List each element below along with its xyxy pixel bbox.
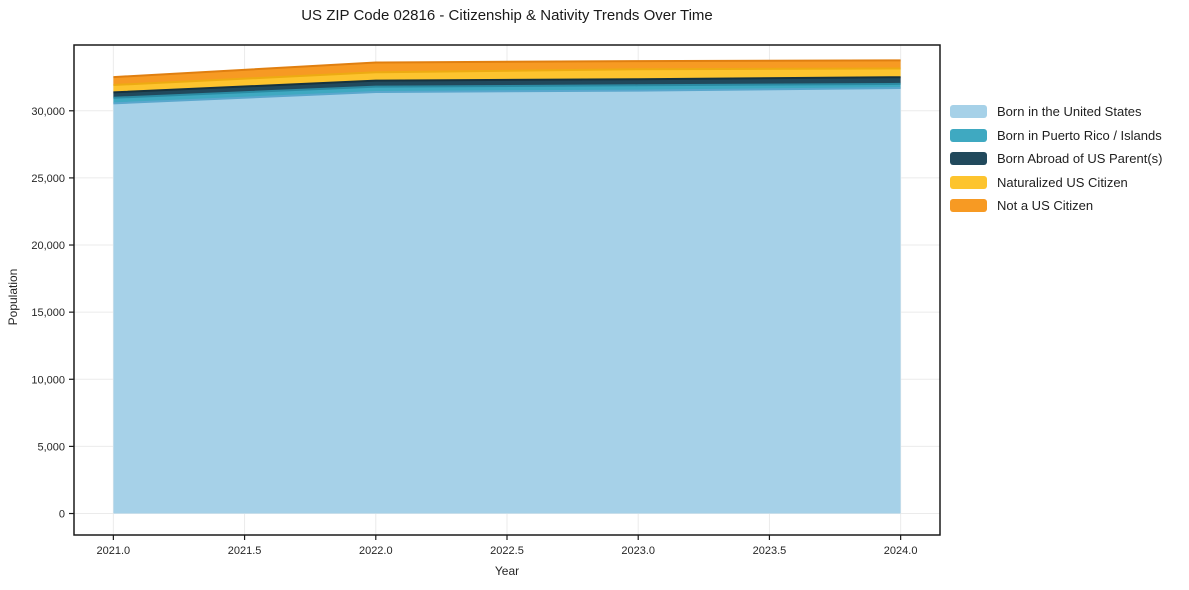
edge-not-a-us-citizen [113, 59, 901, 79]
x-axis-label: Year [494, 564, 520, 578]
legend-label: Naturalized US Citizen [997, 174, 1128, 190]
x-tick-label: 2023.5 [753, 545, 787, 557]
edge-born-in-puerto-rico-islands [113, 82, 901, 99]
y-tick-label: 15,000 [31, 307, 65, 319]
area-naturalized-us-citizen [113, 68, 901, 93]
legend-item: Born Abroad of US Parent(s) [950, 147, 1162, 171]
x-tick-label: 2021.5 [228, 545, 262, 557]
area-born-abroad-of-us-parent-s [113, 77, 901, 98]
legend-swatch-icon [950, 175, 987, 189]
y-tick-label: 20,000 [31, 240, 65, 252]
legend-swatch-icon [950, 152, 987, 166]
y-tick-label: 5,000 [37, 441, 65, 453]
legend-item: Born in the United States [950, 100, 1162, 124]
y-axis-label: Population [6, 268, 20, 326]
legend-label: Born in the United States [997, 104, 1142, 120]
y-tick-label: 30,000 [31, 106, 65, 118]
legend-swatch-icon [950, 199, 987, 213]
x-tick-label: 2022.5 [490, 545, 524, 557]
x-tick-label: 2022.0 [359, 545, 393, 557]
area-born-in-the-united-states [113, 88, 901, 514]
y-tick-label: 10,000 [31, 374, 65, 386]
legend-item: Not a US Citizen [950, 194, 1162, 218]
area-born-in-puerto-rico-islands [113, 83, 901, 104]
edge-born-in-the-united-states [113, 87, 901, 105]
y-tick-label: 25,000 [31, 173, 65, 185]
chart-title: US ZIP Code 02816 - Citizenship & Nativi… [301, 7, 713, 24]
legend-item: Born in Puerto Rico / Islands [950, 124, 1162, 148]
legend-label: Not a US Citizen [997, 198, 1094, 214]
y-tick-label: 0 [59, 509, 65, 521]
legend-label: Born Abroad of US Parent(s) [997, 151, 1163, 167]
legend-label: Born in Puerto Rico / Islands [997, 127, 1162, 143]
legend-swatch-icon [950, 105, 987, 119]
x-tick-label: 2023.0 [621, 545, 655, 557]
legend-item: Naturalized US Citizen [950, 171, 1162, 195]
edge-born-abroad-of-us-parent-s [113, 76, 901, 94]
edge-naturalized-us-citizen [113, 67, 901, 86]
legend: Born in the United States Born in Puerto… [950, 100, 1162, 218]
x-tick-label: 2021.0 [97, 545, 131, 557]
x-tick-label: 2024.0 [884, 545, 918, 557]
legend-swatch-icon [950, 128, 987, 142]
